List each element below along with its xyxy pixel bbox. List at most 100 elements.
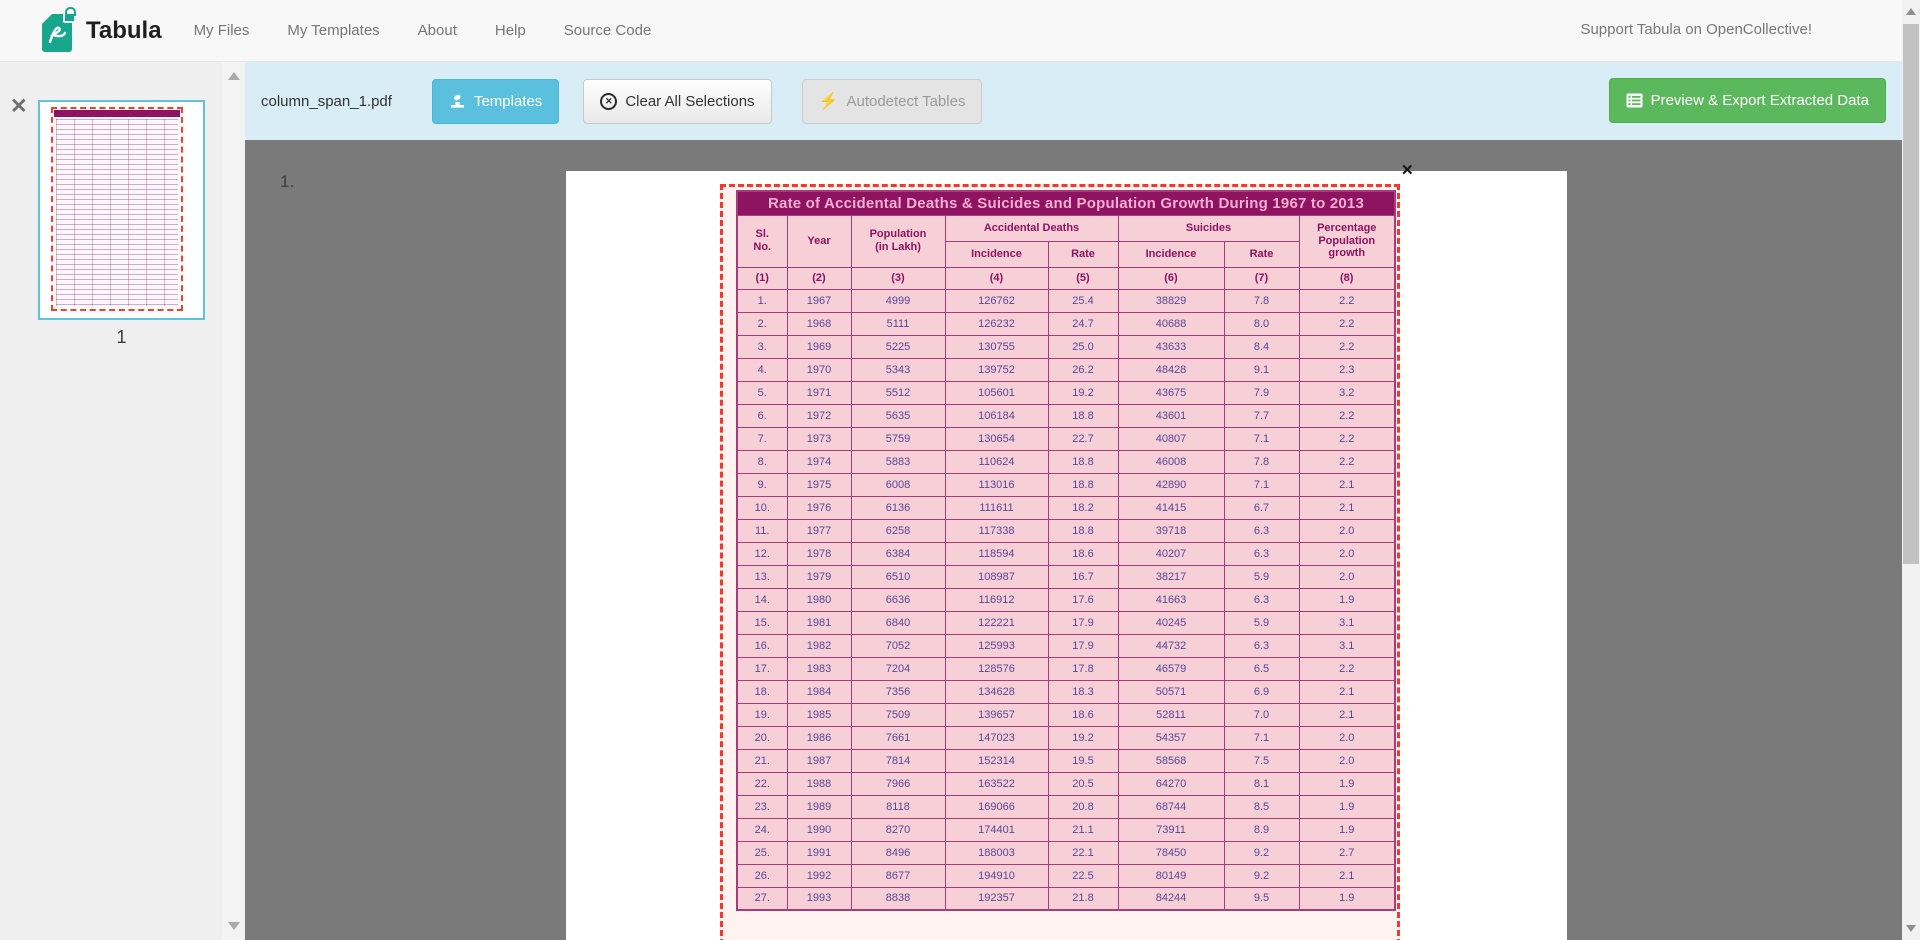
table-cell: 64270 (1117, 771, 1225, 796)
table-cell: 38829 (1117, 288, 1225, 313)
main-scrollbar[interactable] (1902, 0, 1920, 940)
table-row: 22. 1988 7966 163522 20.5 64270 8.1 1.9 (736, 771, 1396, 796)
table-cell: 25. (736, 840, 788, 865)
table-cell: 8.9 (1223, 817, 1300, 842)
nav-item-help[interactable]: Help (494, 22, 526, 39)
table-row: 13. 1979 6510 108987 16.7 38217 5.9 2.0 (736, 564, 1396, 589)
table-cell: 3.1 (1298, 633, 1396, 658)
table-cell: 8.5 (1223, 794, 1300, 819)
page-thumbnail[interactable] (38, 100, 205, 320)
nav-item-source-code[interactable]: Source Code (563, 22, 652, 39)
table-cell: 2.7 (1298, 840, 1396, 865)
table-row: 15. 1981 6840 122221 17.9 40245 5.9 3.1 (736, 610, 1396, 635)
scrollbar-thumb[interactable] (1903, 24, 1919, 564)
nav-item-my-templates[interactable]: My Templates (287, 22, 380, 39)
table-cell: 9. (736, 472, 788, 497)
table-row: 3. 1969 5225 130755 25.0 43633 8.4 2.2 (736, 334, 1396, 359)
table-cell: 16.7 (1047, 564, 1119, 589)
scroll-up-icon[interactable] (228, 72, 240, 80)
brand-link[interactable]: Tabula (42, 6, 162, 52)
nav-item-about[interactable]: About (417, 22, 457, 39)
col-header-ad-rate: Rate (1047, 240, 1119, 268)
table-cell: 1982 (786, 633, 852, 658)
table-cell: 7509 (850, 702, 946, 727)
table-row: 17. 1983 7204 128576 17.8 46579 6.5 2.2 (736, 656, 1396, 681)
table-cell: 20. (736, 725, 788, 750)
table-cell: 174401 (944, 817, 1049, 842)
sidebar-scrollbar[interactable] (222, 62, 245, 940)
table-cell: 41663 (1117, 587, 1225, 612)
circle-x-icon: ✕ (600, 92, 618, 110)
table-selection-region[interactable]: ✕ Rate of Accidental Deaths & Suicides a… (720, 163, 1414, 940)
table-cell: 118594 (944, 541, 1049, 566)
table-cell: 19.5 (1047, 748, 1119, 773)
templates-button[interactable]: Templates (431, 78, 560, 124)
table-cell: 43633 (1117, 334, 1225, 359)
table-cell: 26.2 (1047, 357, 1119, 382)
table-cell: 11. (736, 518, 788, 543)
tabula-pdf-logo-icon (42, 6, 76, 52)
table-cell: 113016 (944, 472, 1049, 497)
scroll-up-icon[interactable] (1906, 8, 1916, 15)
table-cell: 4. (736, 357, 788, 382)
table-row: 8. 1974 5883 110624 18.8 46008 7.8 2.2 (736, 449, 1396, 474)
remove-page-icon[interactable]: ✕ (10, 95, 28, 118)
table-cell: 8270 (850, 817, 946, 842)
table-cell: 7.1 (1223, 725, 1300, 750)
table-list-icon (1626, 93, 1643, 108)
nav-item-my-files[interactable]: My Files (193, 22, 250, 39)
col-header-accidental-deaths: Accidental Deaths (944, 214, 1119, 242)
autodetect-tables-button[interactable]: ⚡ Autodetect Tables (801, 78, 983, 124)
table-cell: 5635 (850, 403, 946, 428)
table-cell: 54357 (1117, 725, 1225, 750)
table-cell: 9.2 (1223, 863, 1300, 888)
col-number: (5) (1047, 266, 1119, 290)
col-header-sl-no: Sl. No. (736, 214, 788, 268)
col-header-suicides: Suicides (1117, 214, 1300, 242)
table-cell: 6008 (850, 472, 946, 497)
table-cell: 19. (736, 702, 788, 727)
nav-links: My Files My Templates About Help Source … (194, 22, 652, 39)
pdf-table-body: 1. 1967 4999 126762 25.4 38829 7.8 2.2 2. 1968 511… (736, 288, 1396, 911)
table-cell: 10. (736, 495, 788, 520)
table-cell: 2.1 (1298, 863, 1396, 888)
table-cell: 1967 (786, 288, 852, 313)
pdf-page[interactable]: ✕ Rate of Accidental Deaths & Suicides a… (566, 163, 1567, 940)
table-cell: 2. (736, 311, 788, 336)
col-header-population: Population (in Lakh) (850, 214, 946, 268)
table-cell: 3. (736, 334, 788, 359)
clear-all-selections-button[interactable]: ✕ Clear All Selections (583, 78, 772, 124)
table-cell: 38217 (1117, 564, 1225, 589)
top-navbar: Tabula My Files My Templates About Help … (0, 0, 1902, 62)
table-cell: 1983 (786, 656, 852, 681)
table-cell: 2.2 (1298, 288, 1396, 313)
table-cell: 192357 (944, 886, 1049, 911)
scroll-down-icon[interactable] (1906, 925, 1916, 932)
table-cell: 1979 (786, 564, 852, 589)
table-cell: 1971 (786, 380, 852, 405)
table-row: 9. 1975 6008 113016 18.8 42890 7.1 2.1 (736, 472, 1396, 497)
col-header-su-rate: Rate (1223, 240, 1300, 268)
table-cell: 7.1 (1223, 426, 1300, 451)
table-cell: 25.4 (1047, 288, 1119, 313)
lightning-icon: ⚡ (818, 93, 839, 110)
table-row: 12. 1978 6384 118594 18.6 40207 6.3 2.0 (736, 541, 1396, 566)
table-cell: 5.9 (1223, 610, 1300, 635)
table-cell: 5883 (850, 449, 946, 474)
table-cell: 1987 (786, 748, 852, 773)
selection-close-icon[interactable]: ✕ (1401, 162, 1414, 179)
table-cell: 8677 (850, 863, 946, 888)
support-link[interactable]: Support Tabula on OpenCollective! (1580, 21, 1812, 38)
table-cell: 111611 (944, 495, 1049, 520)
table-cell: 20.5 (1047, 771, 1119, 796)
table-cell: 7.0 (1223, 702, 1300, 727)
table-row: 25. 1991 8496 188003 22.1 78450 9.2 2.7 (736, 840, 1396, 865)
table-cell: 19.2 (1047, 725, 1119, 750)
col-number: (8) (1298, 266, 1396, 290)
preview-export-button[interactable]: Preview & Export Extracted Data (1608, 78, 1886, 123)
scroll-down-icon[interactable] (228, 922, 240, 930)
table-cell: 46008 (1117, 449, 1225, 474)
table-cell: 1991 (786, 840, 852, 865)
table-cell: 21. (736, 748, 788, 773)
table-cell: 116912 (944, 587, 1049, 612)
